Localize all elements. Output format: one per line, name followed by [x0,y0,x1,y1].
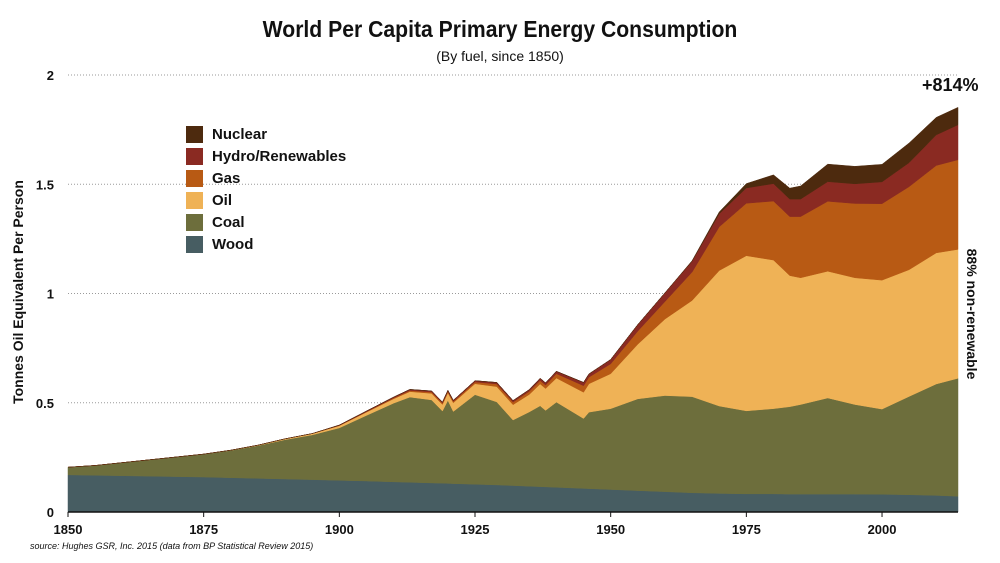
axes: 0 0.5 1 1.5 2 1850 1875 1900 1925 1950 1975 2000 [36,68,958,537]
legend-label: Hydro/Renewables [212,147,347,165]
legend-swatch [186,147,203,165]
x-tick-label: 1925 [461,522,490,537]
series-area-nuclear [67,106,959,468]
legend-item-hydro-renewables: Hydro/Renewables [186,145,346,167]
x-tick-label: 2000 [868,522,897,537]
legend: Nuclear Hydro/Renewables Gas Oil Coal Wood [186,123,346,255]
legend-swatch [186,235,203,253]
legend-item-gas: Gas [186,167,346,189]
y-tick-label: 0.5 [36,396,54,411]
legend-item-wood: Wood [186,233,346,255]
stacked-areas [67,106,959,513]
legend-label: Coal [212,213,245,231]
legend-item-nuclear: Nuclear [186,123,346,145]
x-tick-label: 1900 [325,522,354,537]
chart-subtitle: (By fuel, since 1850) [436,48,564,64]
x-tick-label: 1850 [54,522,83,537]
y-tick-label: 2 [47,68,54,83]
y-tick-label: 1.5 [36,177,54,192]
legend-swatch [186,125,203,143]
x-tick-label: 1875 [189,522,218,537]
growth-annotation: +814% [922,75,979,95]
legend-item-oil: Oil [186,189,346,211]
x-tick-label: 1950 [596,522,625,537]
legend-swatch [186,191,203,209]
chart-title: World Per Capita Primary Energy Consumpt… [262,16,738,42]
legend-label: Gas [212,169,241,187]
legend-label: Nuclear [212,125,268,143]
y-tick-label: 0 [47,505,54,520]
y-tick-label: 1 [47,287,54,302]
legend-item-coal: Coal [186,211,346,233]
x-tick-label: 1975 [732,522,761,537]
legend-label: Wood [212,235,254,253]
source-note: source: Hughes GSR, Inc. 2015 (data from… [30,541,314,551]
legend-swatch [186,213,203,231]
legend-swatch [186,169,203,187]
legend-label: Oil [212,191,233,209]
